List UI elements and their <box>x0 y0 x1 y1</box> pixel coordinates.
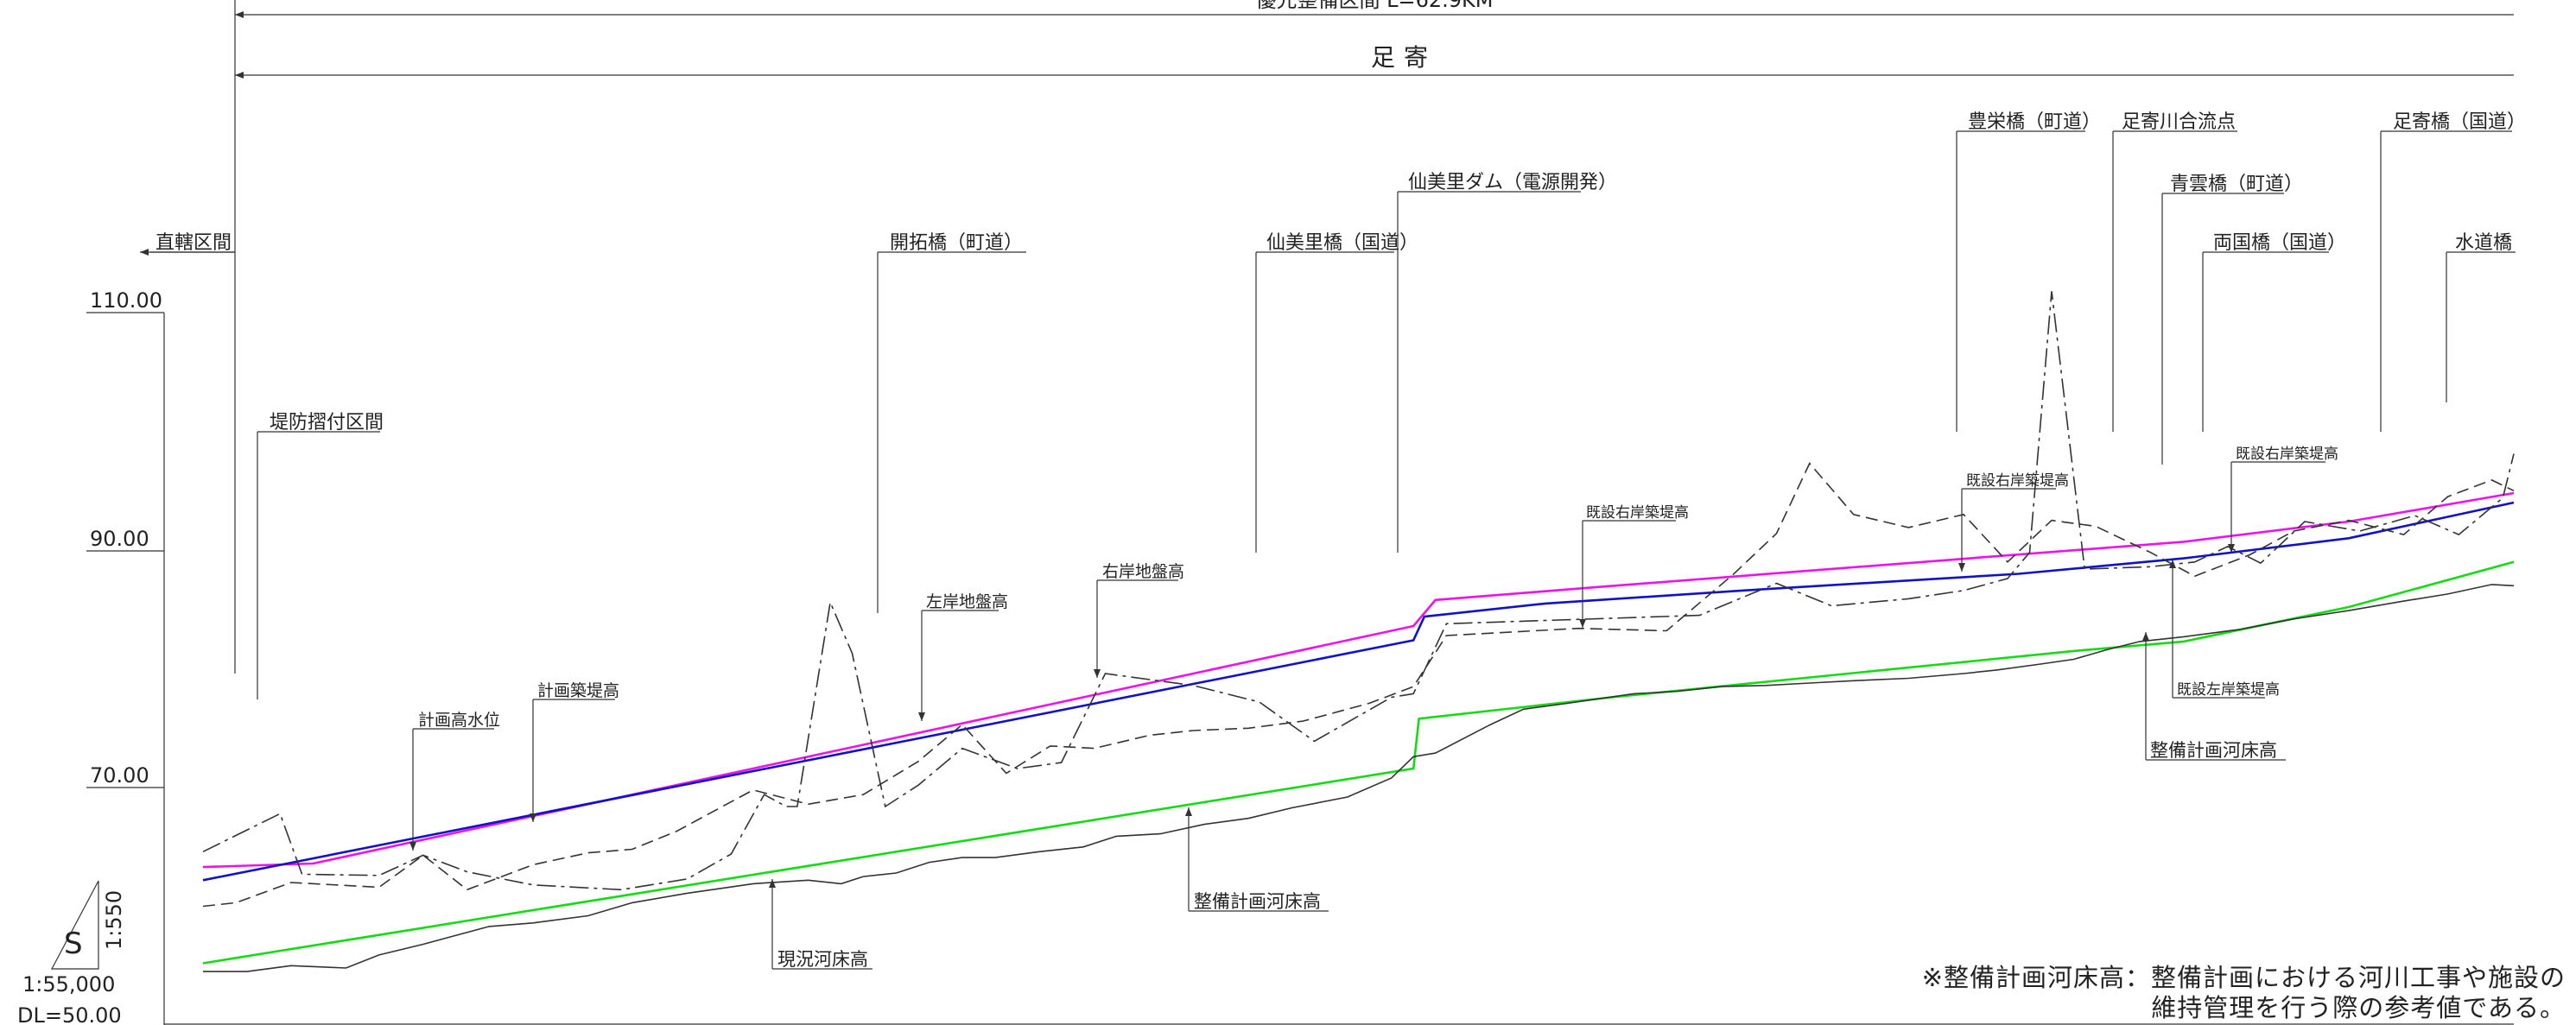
kisetsu-sagan-label: 既設左岸築堤高 <box>2177 681 2280 699</box>
series-genkyo-line <box>203 584 2515 972</box>
callout-labels: 直轄区間 堤防摺付区間 開拓橋（町道） 仙美里橋（国道） 仙美里ダム（電源開発）… <box>150 111 2526 970</box>
datum-label: DL=50.00 <box>17 1003 122 1025</box>
sagan-label: 左岸地盤高 <box>926 592 1008 611</box>
ashoro-section-label: 足寄 <box>1371 43 1437 72</box>
callout-ugan: 右岸地盤高 <box>1097 562 1184 581</box>
keikaku-teibo-arrow <box>530 813 536 822</box>
priority-section-arrow <box>235 11 244 18</box>
callout-senbiridam: 仙美里ダム（電源開発） <box>1398 172 1617 193</box>
footnote-line-1: ※整備計画河床高：整備計画における河川工事や施設の <box>1922 963 2566 992</box>
callout-keikaku-suii: 計画高水位 <box>413 711 500 730</box>
callout-kisetsu-ugan2: 既設右岸築堤高 <box>1962 472 2069 490</box>
footnote: ※整備計画河床高：整備計画における河川工事や施設の 維持管理を行う際の参考値であ… <box>1922 963 2566 1022</box>
kisetsu-sagan-arrow <box>2169 560 2176 568</box>
teibo-label: 堤防摺付区間 <box>270 412 384 433</box>
callout-senbiribashi: 仙美里橋（国道） <box>1256 232 1418 254</box>
seibi-kasho1-arrow <box>1185 807 1192 816</box>
scale-triangle <box>51 880 99 970</box>
series-ugan-line <box>202 462 2515 908</box>
callout-kisetsu-ugan1: 既設右岸築堤高 <box>1583 504 1689 522</box>
priority-section-label: 優先整備区間 L=62.9KM <box>1256 0 1494 12</box>
keikaku-suii-arrow <box>409 842 416 851</box>
ashoro-section-arrow <box>235 72 244 79</box>
kisetsu-ugan2-arrow <box>1958 563 1965 572</box>
kaitaku-label: 開拓橋（町道） <box>890 232 1023 254</box>
senbiridam-label: 仙美里ダム（電源開発） <box>1408 172 1617 193</box>
scale-vertical: 1:550 <box>102 890 126 950</box>
seibi-kasho2-arrow <box>2142 632 2149 641</box>
genkyo-arrow <box>769 879 776 888</box>
series-sagan-line <box>202 291 2515 891</box>
callout-ashoro: 足寄橋（国道） <box>2381 111 2526 133</box>
naikan-label: 直轄区間 <box>155 232 232 254</box>
callout-teibo: 堤防摺付区間 <box>257 412 384 433</box>
houei-label: 豊栄橋（町道） <box>1968 111 2101 133</box>
callout-sagan: 左岸地盤高 <box>922 592 1008 611</box>
series-keikaku-suii-line <box>202 501 2515 882</box>
scale-symbol: S <box>64 927 83 961</box>
callout-kaitaku: 開拓橋（町道） <box>878 232 1026 254</box>
callout-genkyo: 現況河床高 <box>772 949 872 970</box>
kisetsu-ugan1-arrow <box>1579 619 1586 628</box>
y-axis: 110.00 90.00 70.00 <box>86 288 165 1025</box>
callout-houei: 豊栄橋（町道） <box>1957 111 2101 133</box>
callout-seibi-kasho1: 整備計画河床高 <box>1189 891 1329 912</box>
callout-goryu: 足寄川合流点 <box>2113 111 2237 133</box>
callout-leaders <box>257 131 2447 969</box>
callout-ryogoku: 両国橋（国道） <box>2203 232 2346 254</box>
senbiribashi-label: 仙美里橋（国道） <box>1266 232 1418 254</box>
ashoro-label: 足寄橋（国道） <box>2393 111 2526 133</box>
seibi-kasho1-label: 整備計画河床高 <box>1194 891 1321 912</box>
section-header: 優先整備区間 L=62.9KM 足寄 <box>140 0 2514 674</box>
scale-horizontal: 1:55,000 <box>22 972 115 997</box>
keikaku-suii-label: 計画高水位 <box>418 711 500 730</box>
scale-indicator: S 1:550 1:55,000 DL=50.00 <box>17 880 126 1025</box>
kisetsu-ugan2-label: 既設右岸築堤高 <box>1966 472 2069 490</box>
kisetsu-ugan3-arrow <box>2228 544 2235 553</box>
kisetsu-ugan3-label: 既設右岸築堤高 <box>2236 446 2338 463</box>
callout-seibi-kasho2: 整備計画河床高 <box>2146 740 2286 761</box>
callout-aokumo: 青雲橋（町道） <box>2162 174 2303 195</box>
callout-suido: 水道橋 <box>2446 232 2516 254</box>
goryu-label: 足寄川合流点 <box>2122 111 2236 133</box>
series-seibi-kasho-line <box>202 560 2515 965</box>
naikan-arrow <box>140 249 149 256</box>
ugan-label: 右岸地盤高 <box>1102 562 1184 581</box>
footnote-line-2: 維持管理を行う際の参考値である。 <box>2151 993 2566 1022</box>
y-tick-label-70: 70.00 <box>90 763 149 788</box>
callout-naikan: 直轄区間 <box>150 232 235 254</box>
kisetsu-ugan1-label: 既設右岸築堤高 <box>1586 504 1689 522</box>
series-layer <box>202 291 2515 972</box>
sagan-arrow <box>918 712 925 721</box>
suido-label: 水道橋 <box>2455 232 2512 254</box>
callout-kisetsu-sagan: 既設左岸築堤高 <box>2173 681 2280 699</box>
callout-kisetsu-ugan3: 既設右岸築堤高 <box>2231 446 2338 463</box>
ryogoku-label: 両国橋（国道） <box>2213 232 2346 254</box>
keikaku-teibo-label: 計画築堤高 <box>537 681 619 700</box>
aokumo-label: 青雲橋（町道） <box>2170 174 2303 195</box>
y-tick-label-110: 110.00 <box>90 288 162 313</box>
y-tick-label-90: 90.00 <box>90 527 149 551</box>
ugan-arrow <box>1094 669 1101 678</box>
genkyo-label: 現況河床高 <box>777 949 868 970</box>
seibi-kasho2-label: 整備計画河床高 <box>2150 740 2277 761</box>
callout-keikaku-teibo: 計画築堤高 <box>533 681 619 700</box>
